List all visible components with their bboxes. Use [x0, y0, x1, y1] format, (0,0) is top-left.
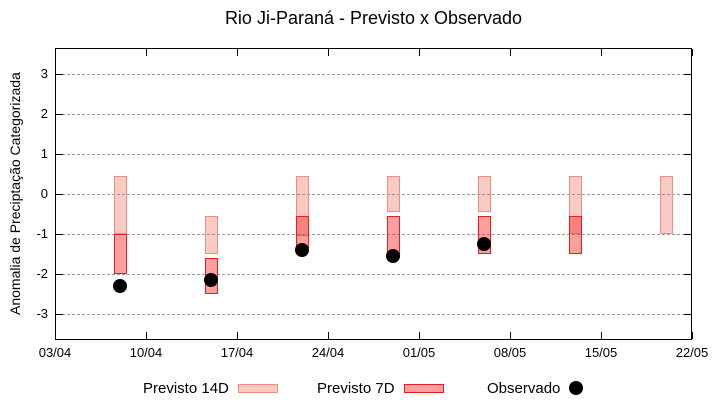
y-tick-left-2: [56, 113, 63, 115]
bar-previsto-7d-08-04: [113, 234, 127, 274]
bar-previsto-14d-29-04: [386, 176, 400, 212]
chart-title: Rio Ji-Paraná - Previsto x Observado: [224, 8, 523, 28]
dot-observado-15-04: [204, 273, 218, 287]
y-tick-right-0: [684, 193, 691, 195]
x-tick-label-17-04: 17/04: [220, 345, 254, 360]
x-tick-top-08-05: [509, 49, 511, 56]
legend-item-observado: Observado: [487, 377, 584, 399]
bar-previsto-14d-06-05: [477, 176, 491, 212]
y-tick-left-3: [56, 73, 63, 75]
dot-observado-06-05: [477, 237, 491, 251]
bar-previsto-7d-13-05: [568, 216, 582, 254]
bar-previsto-14d-13-05: [568, 176, 582, 234]
y-tick-right--1: [684, 233, 691, 235]
legend-item-previsto-7d: Previsto 7D: [317, 377, 444, 399]
x-tick-top-24-04: [327, 49, 329, 56]
y-tick-label--3: -3: [36, 306, 48, 321]
legend-label-previsto-14d: Previsto 14D: [143, 379, 229, 397]
dot-observado-22-04: [295, 243, 309, 257]
dot-observado-29-04: [386, 249, 400, 263]
dot-observado-08-04: [113, 279, 127, 293]
x-tick-top-03-04: [54, 49, 56, 56]
x-tick-label-24-04: 24/04: [311, 345, 345, 360]
y-tick-left-1: [56, 153, 63, 155]
y-tick-label-3: 3: [40, 66, 48, 81]
x-tick-label-01-05: 01/05: [402, 345, 436, 360]
x-tick-top-22-05: [691, 49, 693, 56]
legend-item-previsto-14d: Previsto 14D: [143, 377, 278, 399]
legend-dot-observado: [569, 381, 584, 395]
x-tick-top-17-04: [236, 49, 238, 56]
x-tick-top-01-05: [418, 49, 420, 56]
y-tick-left--1: [56, 233, 63, 235]
bar-previsto-14d-08-04: [113, 176, 127, 234]
bar-previsto-14d-15-04: [204, 216, 218, 254]
y-tick-label--1: -1: [36, 226, 48, 241]
x-tick-08-05: [509, 332, 511, 339]
x-tick-24-04: [327, 332, 329, 339]
y-tick-label-0: 0: [40, 186, 48, 201]
gridline-y-1: [57, 234, 690, 235]
gridline-y2: [57, 114, 690, 115]
gridline-y1: [57, 154, 690, 155]
x-tick-label-03-04: 03/04: [38, 345, 72, 360]
y-tick-left--3: [56, 313, 63, 315]
legend-label-observado: Observado: [487, 379, 561, 397]
legend-swatch-previsto-14d: [237, 383, 278, 393]
y-tick-right--2: [684, 273, 691, 275]
y-tick-left--2: [56, 273, 63, 275]
plot-area: [55, 48, 692, 340]
gridline-y0: [57, 194, 690, 195]
x-tick-label-08-05: 08/05: [493, 345, 527, 360]
y-tick-left-0: [56, 193, 63, 195]
x-tick-10-04: [145, 332, 147, 339]
y-tick-right--3: [684, 313, 691, 315]
x-tick-01-05: [418, 332, 420, 339]
legend-label-previsto-7d: Previsto 7D: [317, 379, 395, 397]
x-tick-17-04: [236, 332, 238, 339]
y-tick-right-3: [684, 73, 691, 75]
gridline-y3: [57, 74, 690, 75]
x-tick-top-15-05: [600, 49, 602, 56]
x-tick-label-10-04: 10/04: [129, 345, 163, 360]
y-tick-label--2: -2: [36, 266, 48, 281]
gridline-y-3: [57, 314, 690, 315]
x-tick-15-05: [600, 332, 602, 339]
y-tick-label-2: 2: [40, 106, 48, 121]
y-tick-right-1: [684, 153, 691, 155]
bar-previsto-14d-22-04: [295, 176, 309, 236]
legend-swatch-previsto-7d: [403, 383, 444, 393]
gridline-y-2: [57, 274, 690, 275]
bar-previsto-14d-20-05: [659, 176, 673, 234]
x-tick-label-15-05: 15/05: [584, 345, 618, 360]
y-tick-right-2: [684, 113, 691, 115]
x-tick-top-10-04: [145, 49, 147, 56]
y-tick-label-1: 1: [40, 146, 48, 161]
x-tick-label-22-05: 22/05: [675, 345, 709, 360]
x-tick-03-04: [54, 332, 56, 339]
x-tick-22-05: [691, 332, 693, 339]
